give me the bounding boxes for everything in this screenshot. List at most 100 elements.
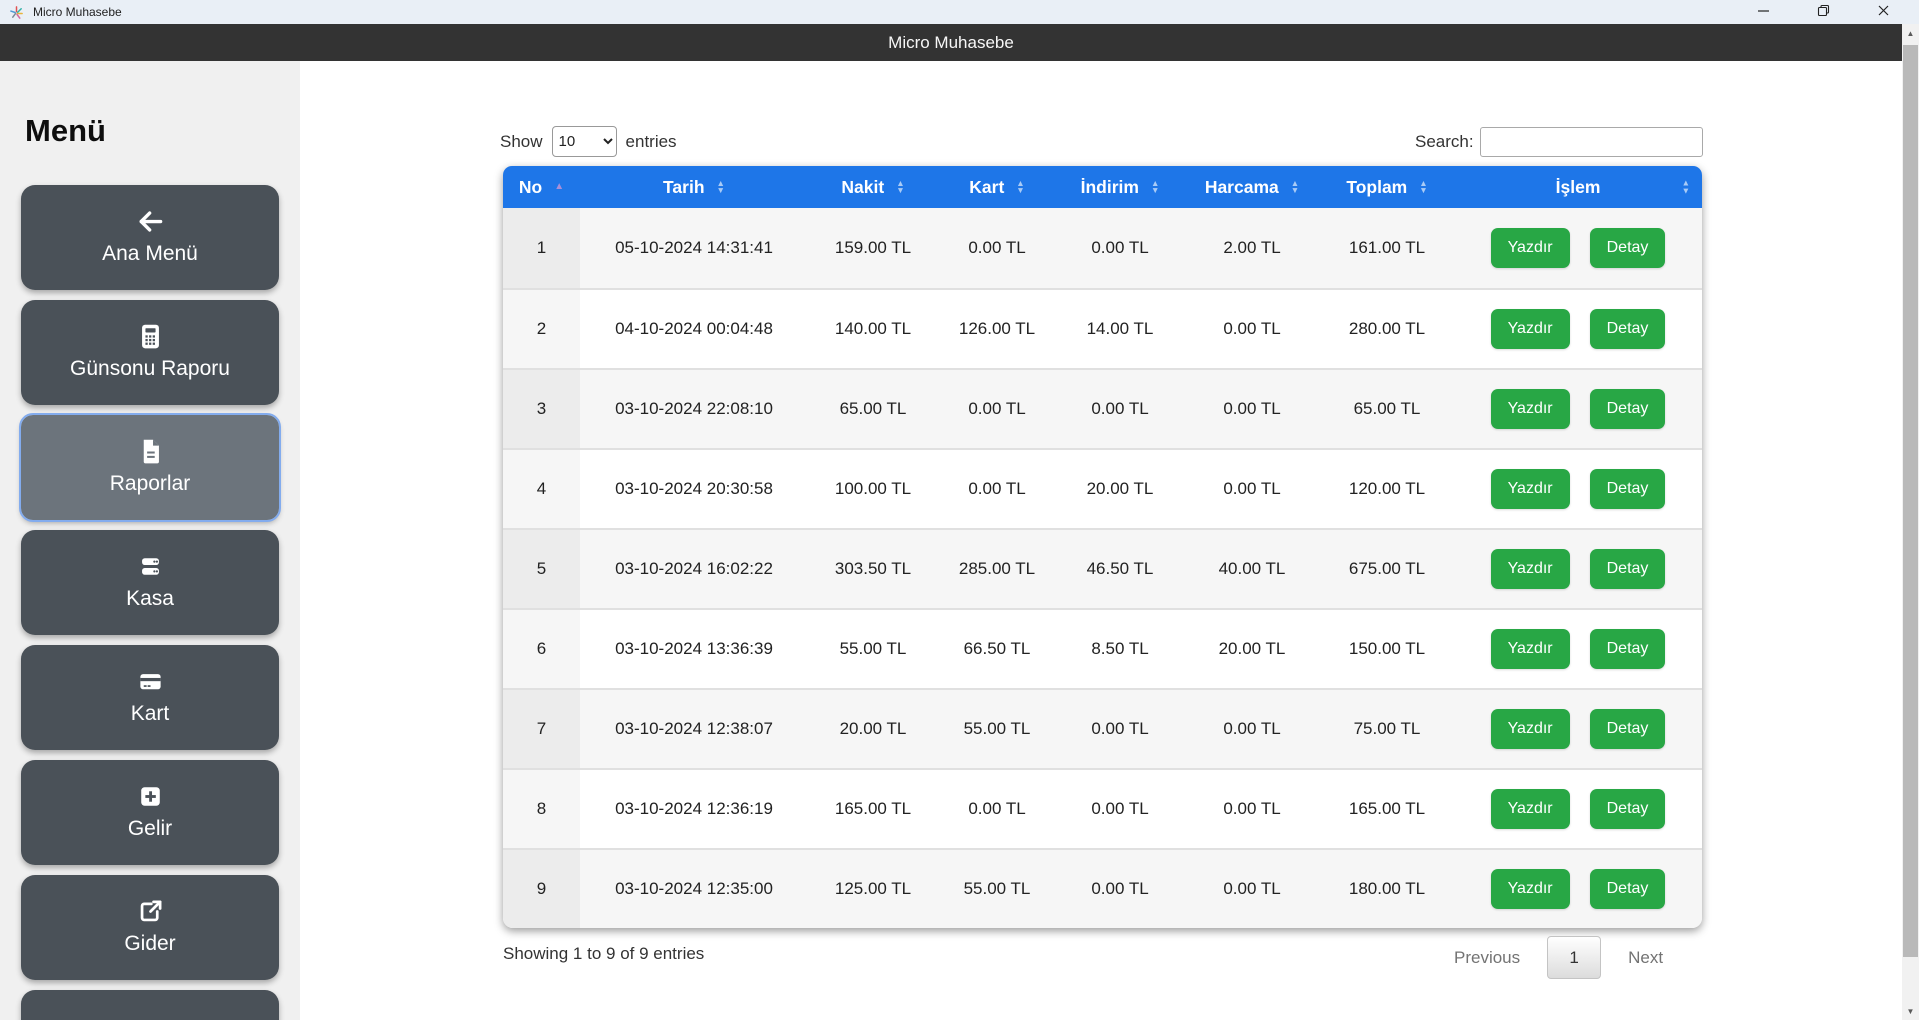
cell-harcama: 0.00 TL — [1184, 768, 1320, 848]
page-length-control: Show 10 entries — [500, 126, 677, 157]
sidebar-item-box-arrow-right[interactable]: Gider — [21, 875, 279, 980]
cell-toplam: 65.00 TL — [1320, 368, 1454, 448]
pagination-previous[interactable]: Previous — [1454, 947, 1521, 967]
detay-button[interactable]: Detay — [1589, 549, 1666, 589]
entries-label: entries — [625, 131, 677, 151]
page-number-button[interactable]: 1 — [1547, 936, 1602, 979]
cell-toplam: 280.00 TL — [1320, 288, 1454, 368]
detay-button[interactable]: Detay — [1589, 389, 1666, 429]
column-label: Toplam — [1346, 176, 1408, 197]
column-label: No — [518, 176, 543, 197]
cell-no: 1 — [503, 208, 580, 288]
detay-button[interactable]: Detay — [1589, 469, 1666, 509]
cell-tarih: 05-10-2024 14:31:41 — [615, 238, 773, 257]
yazdir-button[interactable]: Yazdır — [1490, 629, 1570, 669]
cell-indirim: 20.00 TL — [1056, 448, 1184, 528]
column-header-harcama[interactable]: Harcama ▲ ▼ — [1184, 166, 1320, 208]
column-label: Kart — [969, 176, 1005, 197]
yazdir-button[interactable]: Yazdır — [1490, 389, 1570, 429]
detay-button[interactable]: Detay — [1589, 869, 1666, 909]
box-arrow-right-icon — [137, 898, 164, 925]
yazdir-button[interactable]: Yazdır — [1490, 709, 1570, 749]
reports-table: No ▲ Tarih ▲ ▼ Nakit ▲ ▼ Kart ▲ ▼ İndirim ▲ ▼ Harcama ▲… — [503, 166, 1702, 928]
sidebar-item-credit-card[interactable]: Kart — [21, 645, 279, 750]
cell-actions: Yazdır Detay — [1454, 688, 1702, 768]
yazdir-button[interactable]: Yazdır — [1490, 789, 1570, 829]
cell-no: 2 — [503, 288, 580, 368]
cell-harcama: 0.00 TL — [1184, 688, 1320, 768]
cell-no: 4 — [503, 448, 580, 528]
sidebar-item-person[interactable] — [21, 990, 279, 1020]
sidebar-item-cash-drawer[interactable]: Kasa — [21, 530, 279, 635]
yazdir-button[interactable]: Yazdır — [1490, 228, 1570, 268]
sidebar-item-calculator[interactable]: Günsonu Raporu — [21, 300, 279, 405]
cell-toplam: 675.00 TL — [1320, 528, 1454, 608]
column-header-no[interactable]: No ▲ — [503, 166, 580, 208]
scrollbar-up-button[interactable]: ▲ — [1906, 28, 1915, 38]
detay-button[interactable]: Detay — [1589, 309, 1666, 349]
column-header-kart[interactable]: Kart ▲ ▼ — [938, 166, 1056, 208]
app-header-title: Micro Muhasebe — [888, 32, 1014, 52]
sort-icon: ▲ ▼ — [1016, 177, 1025, 195]
cell-tarih: 03-10-2024 22:08:10 — [580, 368, 808, 448]
column-label: İşlem — [1555, 176, 1601, 197]
close-button[interactable] — [1853, 0, 1913, 24]
cell-actions: Yazdır Detay — [1454, 448, 1702, 528]
cell-actions: Yazdır Detay — [1454, 768, 1702, 848]
cell-harcama: 0.00 TL — [1184, 448, 1320, 528]
cell-tarih: 03-10-2024 20:30:58 — [580, 448, 808, 528]
yazdir-button[interactable]: Yazdır — [1490, 309, 1570, 349]
search-control: Search: — [1415, 127, 1703, 157]
detay-button[interactable]: Detay — [1589, 228, 1666, 268]
column-header-indirim[interactable]: İndirim ▲ ▼ — [1056, 166, 1184, 208]
scrollbar-down-button[interactable]: ▼ — [1906, 1006, 1915, 1016]
yazdir-button[interactable]: Yazdır — [1490, 469, 1570, 509]
cell-no: 7 — [503, 688, 580, 768]
window-title: Micro Muhasebe — [33, 5, 122, 19]
cell-kart: 0.00 TL — [938, 368, 1056, 448]
cell-kart: 0.00 TL — [938, 768, 1056, 848]
cell-harcama: 2.00 TL — [1223, 238, 1281, 257]
table-body: 1 05-10-2024 14:31:41 159.00 TL 0.00 TL 0.00… — [503, 208, 1702, 928]
column-header-toplam[interactable]: Toplam ▲ ▼ — [1320, 166, 1454, 208]
minimize-button[interactable] — [1733, 0, 1793, 24]
cell-harcama: 0.00 TL — [1184, 288, 1320, 368]
scrollbar[interactable]: ▲ ▼ — [1902, 24, 1919, 1020]
cell-tarih: 03-10-2024 12:35:00 — [580, 848, 808, 928]
scrollbar-thumb[interactable] — [1903, 45, 1918, 957]
sidebar-item-arrow-left[interactable]: Ana Menü — [21, 185, 279, 290]
detay-button[interactable]: Detay — [1589, 709, 1666, 749]
page-length-select[interactable]: 10 — [551, 126, 617, 157]
search-input[interactable] — [1479, 127, 1703, 157]
sidebar-item-label: Günsonu Raporu — [70, 357, 230, 381]
sidebar-item-plus-square[interactable]: Gelir — [21, 760, 279, 865]
column-label: Tarih — [663, 176, 705, 197]
cell-nakit: 100.00 TL — [808, 448, 938, 528]
cell-toplam: 180.00 TL — [1320, 848, 1454, 928]
column-label: İndirim — [1080, 176, 1139, 197]
pagination-next[interactable]: Next — [1628, 947, 1664, 967]
search-label: Search: — [1415, 132, 1474, 151]
cell-kart: 0.00 TL — [968, 238, 1026, 257]
restore-button[interactable] — [1793, 0, 1853, 24]
sidebar-item-file-text[interactable]: Raporlar — [19, 413, 281, 522]
cell-actions: Yazdır Detay — [1454, 368, 1702, 448]
column-header-ilem[interactable]: İşlem ▲ ▼ — [1454, 166, 1702, 208]
plus-square-icon — [137, 783, 164, 810]
detay-button[interactable]: Detay — [1589, 789, 1666, 829]
app-icon — [9, 5, 24, 20]
table-row: 2 04-10-2024 00:04:48 140.00 TL 126.00 TL 14… — [503, 288, 1702, 368]
table-info: Showing 1 to 9 of 9 entries — [503, 944, 705, 963]
detay-button[interactable]: Detay — [1589, 629, 1666, 669]
yazdir-button[interactable]: Yazdır — [1490, 549, 1570, 589]
sidebar-item-label: Gelir — [127, 817, 173, 841]
column-header-tarih[interactable]: Tarih ▲ ▼ — [580, 166, 808, 208]
cell-tarih: 04-10-2024 00:04:48 — [580, 288, 808, 368]
table-row: 8 03-10-2024 12:36:19 165.00 TL 0.00 TL 0.00… — [503, 768, 1702, 848]
cell-indirim: 0.00 TL — [1056, 688, 1184, 768]
yazdir-button[interactable]: Yazdır — [1490, 869, 1570, 909]
cell-nakit: 159.00 TL — [834, 238, 912, 257]
column-header-nakit[interactable]: Nakit ▲ ▼ — [808, 166, 938, 208]
cell-nakit: 20.00 TL — [808, 688, 938, 768]
cell-actions: Yazdır Detay — [1454, 528, 1702, 608]
